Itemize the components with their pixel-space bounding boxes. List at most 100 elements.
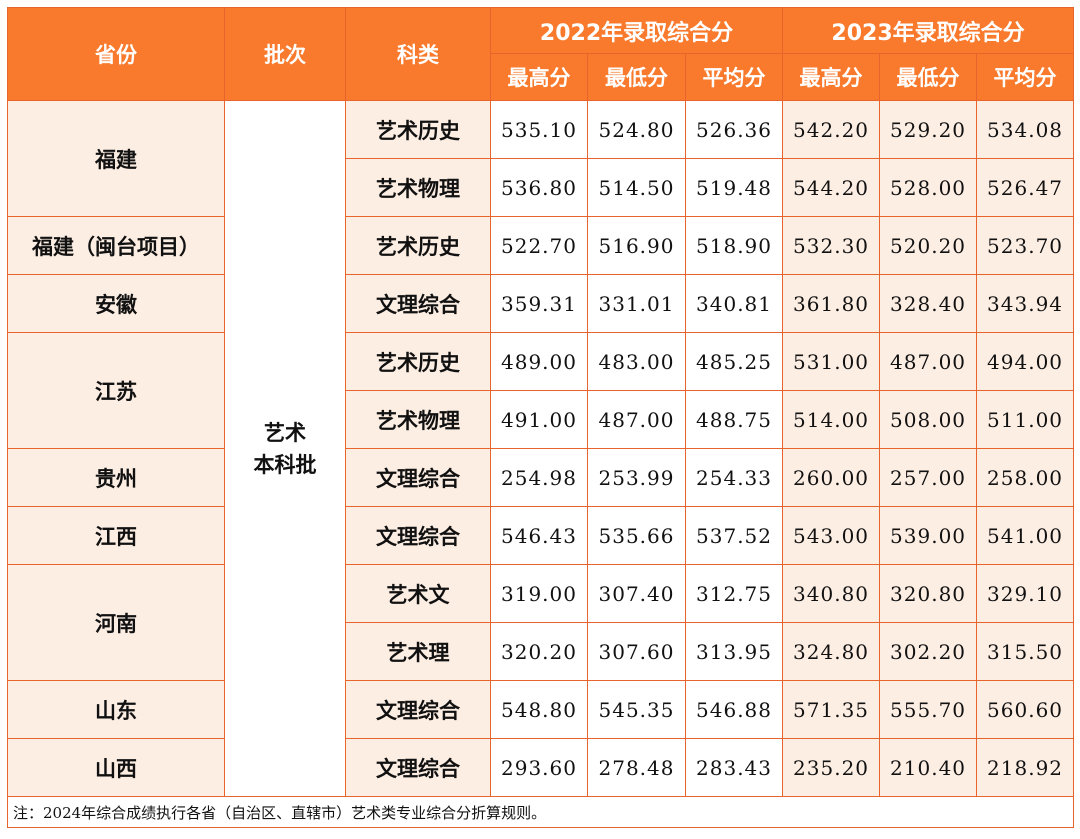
score-2023-min: 328.40	[879, 274, 978, 333]
score-2022-avg: 312.75	[684, 564, 784, 623]
score-2022-max: 254.98	[490, 448, 588, 507]
score-2023-min: 302.20	[879, 622, 978, 681]
score-2023-max: 571.35	[782, 680, 881, 739]
score-2023-min: 529.20	[879, 100, 978, 159]
score-2022-min: 487.00	[587, 390, 686, 449]
score-2023-min: 520.20	[879, 216, 978, 275]
score-2023-max: 542.20	[782, 100, 881, 159]
score-2022-avg: 313.95	[684, 622, 784, 681]
header-batch: 批次	[224, 7, 346, 101]
header-2023-min: 最低分	[879, 53, 978, 101]
note-row: 注：2024年综合成绩执行各省（自治区、直辖市）艺术类专业综合分折算规则。	[6, 796, 1075, 828]
score-2023-max: 260.00	[782, 448, 881, 507]
score-2023-avg: 343.94	[976, 274, 1075, 333]
score-2022-max: 293.60	[490, 738, 588, 797]
score-2022-max: 359.31	[490, 274, 588, 333]
score-2022-avg: 488.75	[684, 390, 784, 449]
score-2023-max: 514.00	[782, 390, 881, 449]
score-2022-avg: 283.43	[684, 738, 784, 797]
score-2022-min: 278.48	[587, 738, 686, 797]
score-2023-avg: 523.70	[976, 216, 1075, 275]
score-2022-max: 320.20	[490, 622, 588, 681]
score-2023-max: 324.80	[782, 622, 881, 681]
score-2022-avg: 254.33	[684, 448, 784, 507]
province-cell: 山西	[7, 738, 225, 797]
subject-cell: 艺术物理	[345, 390, 491, 449]
score-2022-avg: 526.36	[684, 100, 784, 159]
score-2023-min: 487.00	[879, 332, 978, 391]
score-2023-avg: 511.00	[976, 390, 1075, 449]
score-2022-max: 319.00	[490, 564, 588, 623]
header-province: 省份	[7, 7, 225, 101]
score-2022-min: 514.50	[587, 158, 686, 217]
header-year-2022: 2022年录取综合分	[489, 7, 784, 54]
subject-cell: 艺术历史	[345, 332, 491, 391]
header-2022-min: 最低分	[587, 53, 686, 101]
score-2023-avg: 258.00	[976, 448, 1075, 507]
province-cell: 安徽	[7, 274, 225, 333]
score-2022-min: 307.60	[587, 622, 686, 681]
subject-cell: 文理综合	[345, 274, 491, 333]
subject-cell: 文理综合	[345, 680, 491, 739]
province-cell: 福建	[7, 100, 225, 217]
score-2022-avg: 519.48	[684, 158, 784, 217]
subject-cell: 文理综合	[345, 506, 491, 565]
score-2022-min: 524.80	[587, 100, 686, 159]
subject-cell: 艺术历史	[345, 100, 491, 159]
score-2023-avg: 494.00	[976, 332, 1075, 391]
table-row: 福建（闽台项目） 艺术历史 522.70 516.90 518.90 532.3…	[7, 216, 1075, 275]
score-2022-max: 489.00	[490, 332, 588, 391]
province-cell: 山东	[7, 680, 225, 739]
score-2023-max: 532.30	[782, 216, 881, 275]
table-row: 河南 艺术文 319.00 307.40 312.75 340.80 320.8…	[7, 564, 1075, 681]
score-2022-avg: 340.81	[684, 274, 784, 333]
score-2022-min: 516.90	[587, 216, 686, 275]
score-2022-max: 535.10	[490, 100, 588, 159]
score-2023-max: 340.80	[782, 564, 881, 623]
province-cell: 江西	[7, 506, 225, 565]
score-2022-min: 253.99	[587, 448, 686, 507]
score-2023-max: 235.20	[782, 738, 881, 797]
score-2022-max: 546.43	[490, 506, 588, 565]
score-2023-min: 210.40	[879, 738, 978, 797]
score-2022-max: 522.70	[490, 216, 588, 275]
score-2022-avg: 518.90	[684, 216, 784, 275]
score-2023-max: 544.20	[782, 158, 881, 217]
table-row: 山西 文理综合 293.60 278.48 283.43 235.20 210.…	[7, 738, 1075, 797]
table-row: 山东 文理综合 548.80 545.35 546.88 571.35 555.…	[7, 680, 1075, 739]
score-2023-max: 361.80	[782, 274, 881, 333]
score-2023-avg: 526.47	[976, 158, 1075, 217]
score-2022-min: 331.01	[587, 274, 686, 333]
table-row: 艺术物理 491.00 487.00 488.75 514.00 508.00 …	[8, 390, 1075, 449]
table-note: 注：2024年综合成绩执行各省（自治区、直辖市）艺术类专业综合分折算规则。	[6, 796, 1075, 828]
score-2022-max: 536.80	[490, 158, 588, 217]
header-2022-max: 最高分	[490, 53, 588, 101]
score-2023-min: 539.00	[879, 506, 978, 565]
table-row: 安徽 文理综合 359.31 331.01 340.81 361.80 328.…	[7, 274, 1075, 333]
table-row: 福建 艺术 本科批 艺术历史 535.10 524.80 526.36 542.…	[7, 100, 1075, 797]
subject-cell: 艺术物理	[345, 158, 491, 217]
admission-score-table: 省份 批次 科类 2022年录取综合分 2023年录取综合分 最高分 最低分 平…	[6, 7, 1075, 828]
score-2023-min: 528.00	[879, 158, 978, 217]
header-2022-avg: 平均分	[684, 53, 784, 101]
batch-cell: 艺术 本科批	[224, 100, 346, 797]
table-row: 江西 文理综合 546.43 535.66 537.52 543.00 539.…	[7, 506, 1075, 565]
score-2022-max: 548.80	[490, 680, 588, 739]
score-2022-min: 483.00	[587, 332, 686, 391]
score-2023-avg: 329.10	[976, 564, 1075, 623]
score-2023-avg: 541.00	[976, 506, 1075, 565]
score-2023-avg: 534.08	[976, 100, 1075, 159]
score-2022-avg: 546.88	[684, 680, 784, 739]
table-row: 艺术物理 536.80 514.50 519.48 544.20 528.00 …	[8, 158, 1075, 217]
score-2022-min: 307.40	[587, 564, 686, 623]
province-cell: 江苏	[7, 332, 225, 449]
batch-line-2: 本科批	[253, 452, 317, 477]
score-2022-avg: 485.25	[684, 332, 784, 391]
score-2023-max: 543.00	[782, 506, 881, 565]
score-2023-avg: 560.60	[976, 680, 1075, 739]
score-2022-avg: 537.52	[684, 506, 784, 565]
province-cell: 贵州	[7, 448, 225, 507]
score-2022-max: 491.00	[490, 390, 588, 449]
province-cell: 河南	[7, 564, 225, 681]
subject-cell: 文理综合	[345, 448, 491, 507]
